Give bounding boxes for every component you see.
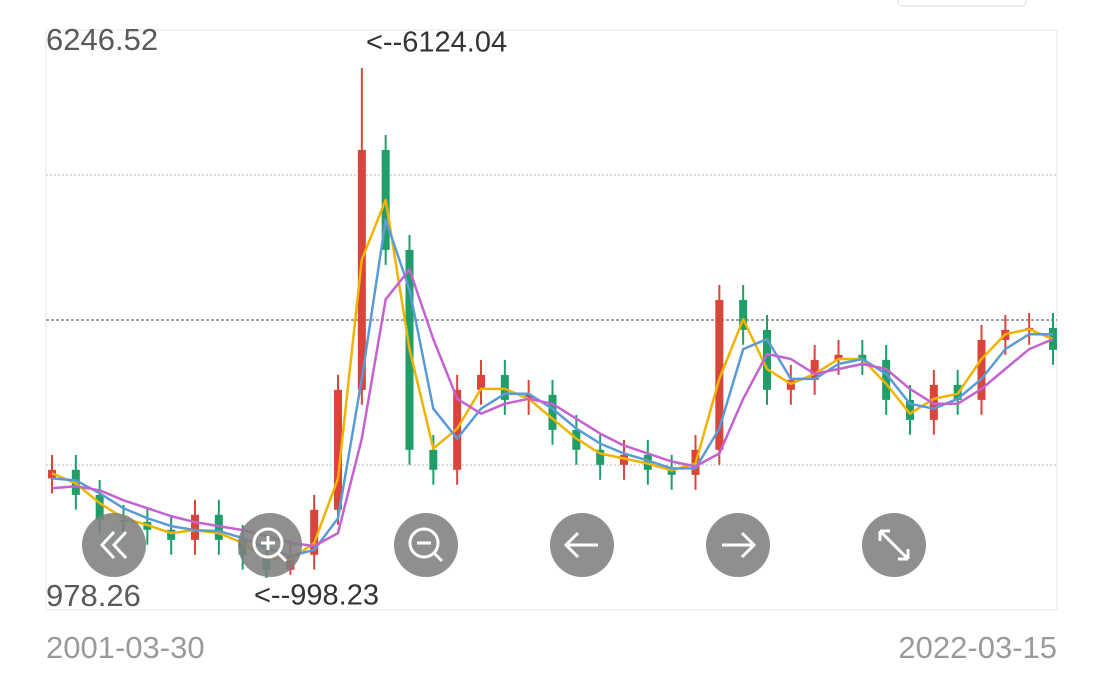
candle-body [858, 354, 867, 360]
x-end-label: 2022-03-15 [898, 630, 1057, 665]
candle-body [596, 449, 605, 465]
candle-body [715, 299, 724, 450]
top-button[interactable] [897, 0, 1027, 7]
candle-body [167, 529, 176, 540]
candle-body [667, 469, 676, 475]
candle-body [477, 374, 485, 390]
left-button[interactable] [550, 513, 614, 577]
zoom-out-button[interactable] [394, 513, 458, 577]
candle-body [810, 359, 819, 380]
min-annotation: <--998.23 [254, 580, 379, 612]
rewind-button[interactable] [82, 513, 146, 577]
candle-body [310, 509, 319, 555]
right-button[interactable] [706, 513, 770, 577]
y-max-label: 6246.52 [46, 22, 158, 57]
candle-body [524, 394, 533, 400]
x-start-label: 2001-03-30 [46, 630, 205, 665]
candle-body [191, 514, 199, 540]
candle-body [334, 389, 342, 510]
marks [48, 68, 1057, 579]
candle-body [739, 299, 748, 330]
candle-body [548, 394, 557, 430]
candle-body [834, 354, 843, 360]
candle-body [882, 359, 891, 400]
fullscreen-button[interactable] [862, 513, 926, 577]
candle-body [429, 449, 438, 470]
ma-line [51, 198, 1054, 562]
ma-line [51, 268, 1054, 548]
candle-body [906, 399, 914, 420]
candle-body [977, 339, 986, 400]
candle-body [763, 329, 771, 390]
y-min-label: 978.26 [46, 578, 141, 613]
candle-body [620, 454, 628, 465]
zoom-in-button[interactable] [238, 513, 302, 577]
candle-body [500, 374, 509, 400]
ma-line [51, 218, 1053, 558]
candle-body [95, 494, 104, 520]
max-annotation: <--6124.04 [366, 27, 507, 59]
